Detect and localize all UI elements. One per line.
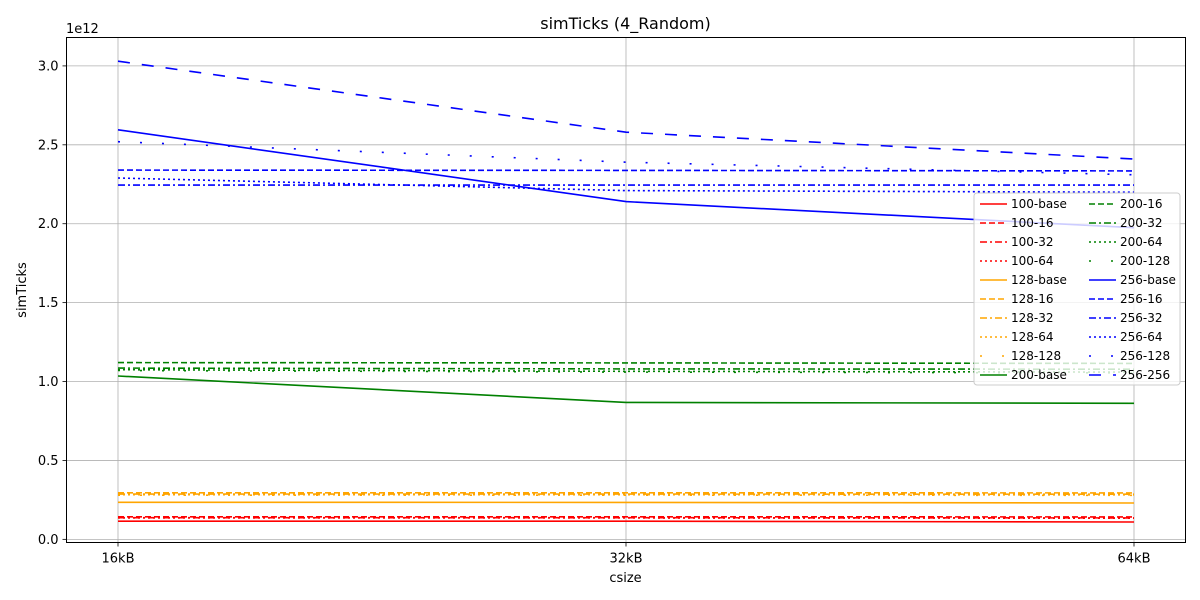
x-axis-label: csize bbox=[609, 571, 641, 586]
legend-label: 200-base bbox=[1011, 368, 1067, 382]
legend-label: 256-32 bbox=[1120, 311, 1163, 325]
series-line-200-64 bbox=[117, 368, 1135, 373]
series-line-200-16 bbox=[117, 361, 1135, 365]
legend-label: 256-256 bbox=[1120, 368, 1170, 382]
legend-label: 200-64 bbox=[1120, 235, 1163, 249]
series-line-256-16 bbox=[117, 169, 1135, 172]
y-tick-label: 1.5 bbox=[38, 296, 59, 311]
series-line-256-256 bbox=[117, 60, 1135, 160]
series-line-256-64 bbox=[117, 177, 1135, 193]
legend-label: 128-128 bbox=[1011, 349, 1061, 363]
series-line-200-base bbox=[117, 375, 1135, 405]
chart-title: simTicks (4_Random) bbox=[540, 14, 710, 34]
legend-label: 128-64 bbox=[1011, 330, 1054, 344]
legend-label: 128-16 bbox=[1011, 292, 1054, 306]
y-tick-label: 2.0 bbox=[38, 217, 59, 232]
legend-label: 200-16 bbox=[1120, 197, 1163, 211]
legend-label: 100-32 bbox=[1011, 235, 1054, 249]
legend-label: 200-128 bbox=[1120, 254, 1170, 268]
series-line-256-base bbox=[117, 129, 1135, 229]
legend-label: 100-64 bbox=[1011, 254, 1054, 268]
x-tick-label: 32kB bbox=[610, 552, 643, 567]
legend-label: 128-32 bbox=[1011, 311, 1054, 325]
series-lines bbox=[117, 60, 1135, 523]
legend-label: 256-16 bbox=[1120, 292, 1163, 306]
series-line-100-base bbox=[118, 520, 1135, 523]
legend-label: 200-32 bbox=[1120, 216, 1163, 230]
axis-ticks: 16kB 32kB 64kB 0.0 0.5 1.0 1.5 2.0 2.5 3.0 bbox=[38, 59, 1151, 566]
legend: 100-base 100-16 100-32 100-64 128-base 128-16… bbox=[973, 192, 1181, 386]
y-tick-label: 1.0 bbox=[38, 375, 59, 390]
x-tick-label: 64kB bbox=[1118, 552, 1151, 567]
legend-label: 100-16 bbox=[1011, 216, 1054, 230]
legend-label: 256-64 bbox=[1120, 330, 1163, 344]
y-tick-label: 0.5 bbox=[38, 454, 59, 469]
series-line-128-base bbox=[117, 501, 1135, 504]
legend-label: 100-base bbox=[1011, 197, 1067, 211]
legend-label: 128-base bbox=[1011, 273, 1067, 287]
y-tick-label: 0.0 bbox=[38, 533, 59, 548]
x-tick-label: 16kB bbox=[102, 552, 135, 567]
y-axis-label: simTicks bbox=[15, 262, 30, 318]
legend-box bbox=[973, 192, 1181, 386]
legend-label: 256-128 bbox=[1120, 349, 1170, 363]
legend-label: 256-base bbox=[1120, 273, 1176, 287]
series-line-200-32 bbox=[117, 367, 1135, 371]
y-offset-text: 1e12 bbox=[66, 22, 99, 37]
y-tick-label: 3.0 bbox=[38, 59, 59, 74]
y-tick-label: 2.5 bbox=[38, 138, 59, 153]
